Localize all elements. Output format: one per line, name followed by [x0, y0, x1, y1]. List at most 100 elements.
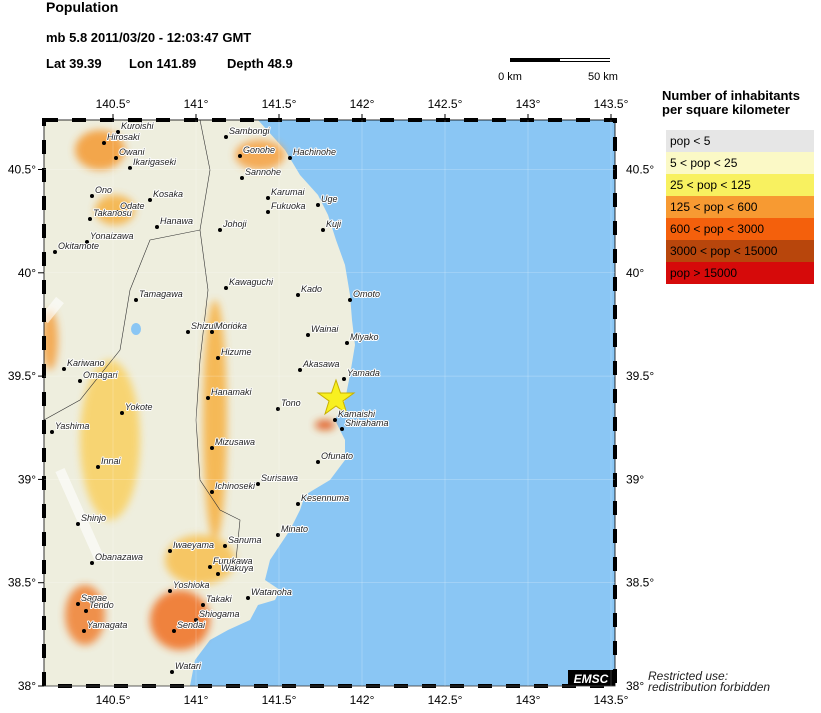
city-dot [224, 135, 228, 139]
city-dot [155, 225, 159, 229]
city-label: Kariwano [67, 358, 105, 368]
city-dot [276, 407, 280, 411]
lat-tick-label: 39° [626, 472, 644, 486]
city-label: Innai [101, 456, 122, 466]
city-dot [88, 217, 92, 221]
city-dot [206, 396, 210, 400]
title: Population [46, 0, 118, 15]
land [44, 120, 355, 686]
city-dot [210, 490, 214, 494]
event: mb 5.8 2011/03/20 - 12:03:47 GMT [46, 30, 251, 45]
city-label: Surisawa [261, 473, 298, 483]
city-label: Takanosu [93, 208, 132, 218]
city-label: Kawaguchi [229, 277, 274, 287]
legend-label: 600 < pop < 3000 [670, 222, 764, 236]
city-label: Tendo [89, 600, 114, 610]
lon-tick-label: 142° [350, 97, 375, 111]
lat-tick-label: 39.5° [8, 369, 36, 383]
legend-swatch [666, 240, 814, 262]
city-label: Kamaishi [338, 409, 376, 419]
city-dot [116, 130, 120, 134]
city-label: Hanawa [160, 216, 193, 226]
lon-tick-label: 141° [184, 693, 209, 707]
city-label: Yamagata [87, 620, 127, 630]
city-label: Wainai [311, 324, 339, 334]
city-dot [128, 166, 132, 170]
city-label: Miyako [350, 332, 379, 342]
lon-tick-label: 140.5° [96, 693, 131, 707]
lon-tick-label: 143.5° [594, 693, 629, 707]
depth: Depth 48.9 [227, 56, 293, 71]
city-dot [114, 156, 118, 160]
city-label: Omoto [353, 289, 380, 299]
lon-tick-label: 140.5° [96, 97, 131, 111]
city-dot [50, 430, 54, 434]
lat: Lat 39.39 [46, 56, 102, 71]
city-dot [102, 141, 106, 145]
city-label: Mizusawa [215, 437, 255, 447]
city-dot [266, 196, 270, 200]
lon-tick-label: 142.5° [428, 97, 463, 111]
city-label: Shinjo [81, 513, 106, 523]
lat-tick-label: 39.5° [626, 369, 654, 383]
city-label: Kado [301, 284, 322, 294]
city-label: Kosaka [153, 189, 183, 199]
city-dot [85, 240, 89, 244]
city-dot [298, 368, 302, 372]
city-label: Yoshioka [173, 580, 210, 590]
legend-label: 3000 < pop < 15000 [670, 244, 778, 258]
city-dot [240, 176, 244, 180]
city-dot [246, 596, 250, 600]
legend-swatch [666, 196, 814, 218]
city-label: Omagari [83, 370, 119, 380]
city-dot [340, 427, 344, 431]
notice-1: Restricted use: [648, 669, 728, 683]
city-dot [345, 341, 349, 345]
city-dot [266, 210, 270, 214]
lon-tick-label: 141.5° [262, 693, 297, 707]
city-label: Hizume [221, 347, 252, 357]
city-dot [216, 356, 220, 360]
legend-swatch [666, 130, 814, 152]
city-dot [201, 603, 205, 607]
city-label: Obanazawa [95, 552, 143, 562]
scale-bar: 0 km 50 km [498, 58, 618, 83]
city-label: Shirahama [345, 418, 389, 428]
lon-tick-label: 141° [184, 97, 209, 111]
prefecture-border [44, 120, 241, 561]
legend-label: pop < 5 [670, 134, 711, 148]
city-label: Sendai [177, 620, 206, 630]
city-dot [148, 198, 152, 202]
city-dot [256, 482, 260, 486]
city-label: Iwaeyama [173, 540, 214, 550]
city-dot [76, 522, 80, 526]
city-dot [238, 154, 242, 158]
city-label: Yashima [55, 421, 89, 431]
legend-label: 5 < pop < 25 [670, 156, 738, 170]
city-dot [168, 549, 172, 553]
legend-title: per square kilometer [662, 102, 790, 117]
lon-tick-label: 141.5° [262, 97, 297, 111]
city-label: Sagae [81, 593, 107, 603]
city-label: Hirosaki [107, 132, 141, 142]
city-label: Gonohe [243, 145, 275, 155]
city-dot [316, 203, 320, 207]
city-dot [208, 565, 212, 569]
city-dot [186, 330, 190, 334]
city-label: Karumai [271, 187, 306, 197]
city-dot [172, 629, 176, 633]
lon-tick-label: 142° [350, 693, 375, 707]
city-dot [210, 330, 214, 334]
city-dot [288, 156, 292, 160]
legend-title: Number of inhabitants [662, 88, 800, 103]
city-label: Kuji [326, 219, 342, 229]
logo: EMSC [574, 672, 609, 686]
city-dot [90, 561, 94, 565]
lon-tick-label: 143° [516, 97, 541, 111]
city-dot [78, 379, 82, 383]
legend-swatch [666, 218, 814, 240]
city-dot [170, 670, 174, 674]
city-dot [76, 602, 80, 606]
